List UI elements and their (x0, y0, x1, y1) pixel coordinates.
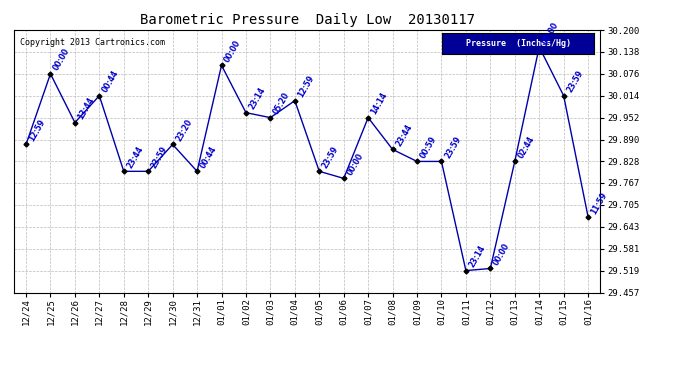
Text: 12:59: 12:59 (28, 118, 47, 143)
Text: 23:44: 23:44 (125, 144, 145, 170)
Text: 00:44: 00:44 (101, 69, 121, 94)
Text: 12:59: 12:59 (296, 74, 316, 99)
Text: 23:59: 23:59 (565, 69, 585, 94)
Text: 23:14: 23:14 (467, 244, 487, 269)
Text: 00:00: 00:00 (52, 47, 72, 72)
Text: 23:59: 23:59 (150, 145, 169, 170)
Text: 14:14: 14:14 (370, 91, 389, 116)
Text: 13:44: 13:44 (77, 96, 96, 121)
Text: 23:59: 23:59 (321, 145, 340, 170)
Text: 23:44: 23:44 (394, 123, 414, 148)
Text: 11:59: 11:59 (589, 190, 609, 216)
Text: 00:00: 00:00 (540, 20, 560, 46)
Text: 00:00: 00:00 (492, 242, 511, 267)
Text: 05:20: 05:20 (272, 91, 292, 116)
Text: 00:00: 00:00 (223, 39, 243, 64)
Text: 00:59: 00:59 (418, 135, 438, 160)
Text: 23:20: 23:20 (174, 118, 194, 143)
Text: 02:44: 02:44 (516, 135, 536, 160)
Title: Barometric Pressure  Daily Low  20130117: Barometric Pressure Daily Low 20130117 (139, 13, 475, 27)
Text: 00:44: 00:44 (199, 144, 218, 170)
Text: 00:00: 00:00 (345, 152, 365, 177)
Text: Copyright 2013 Cartronics.com: Copyright 2013 Cartronics.com (19, 38, 165, 47)
Text: 23:14: 23:14 (247, 86, 267, 111)
Text: 23:59: 23:59 (443, 135, 462, 160)
